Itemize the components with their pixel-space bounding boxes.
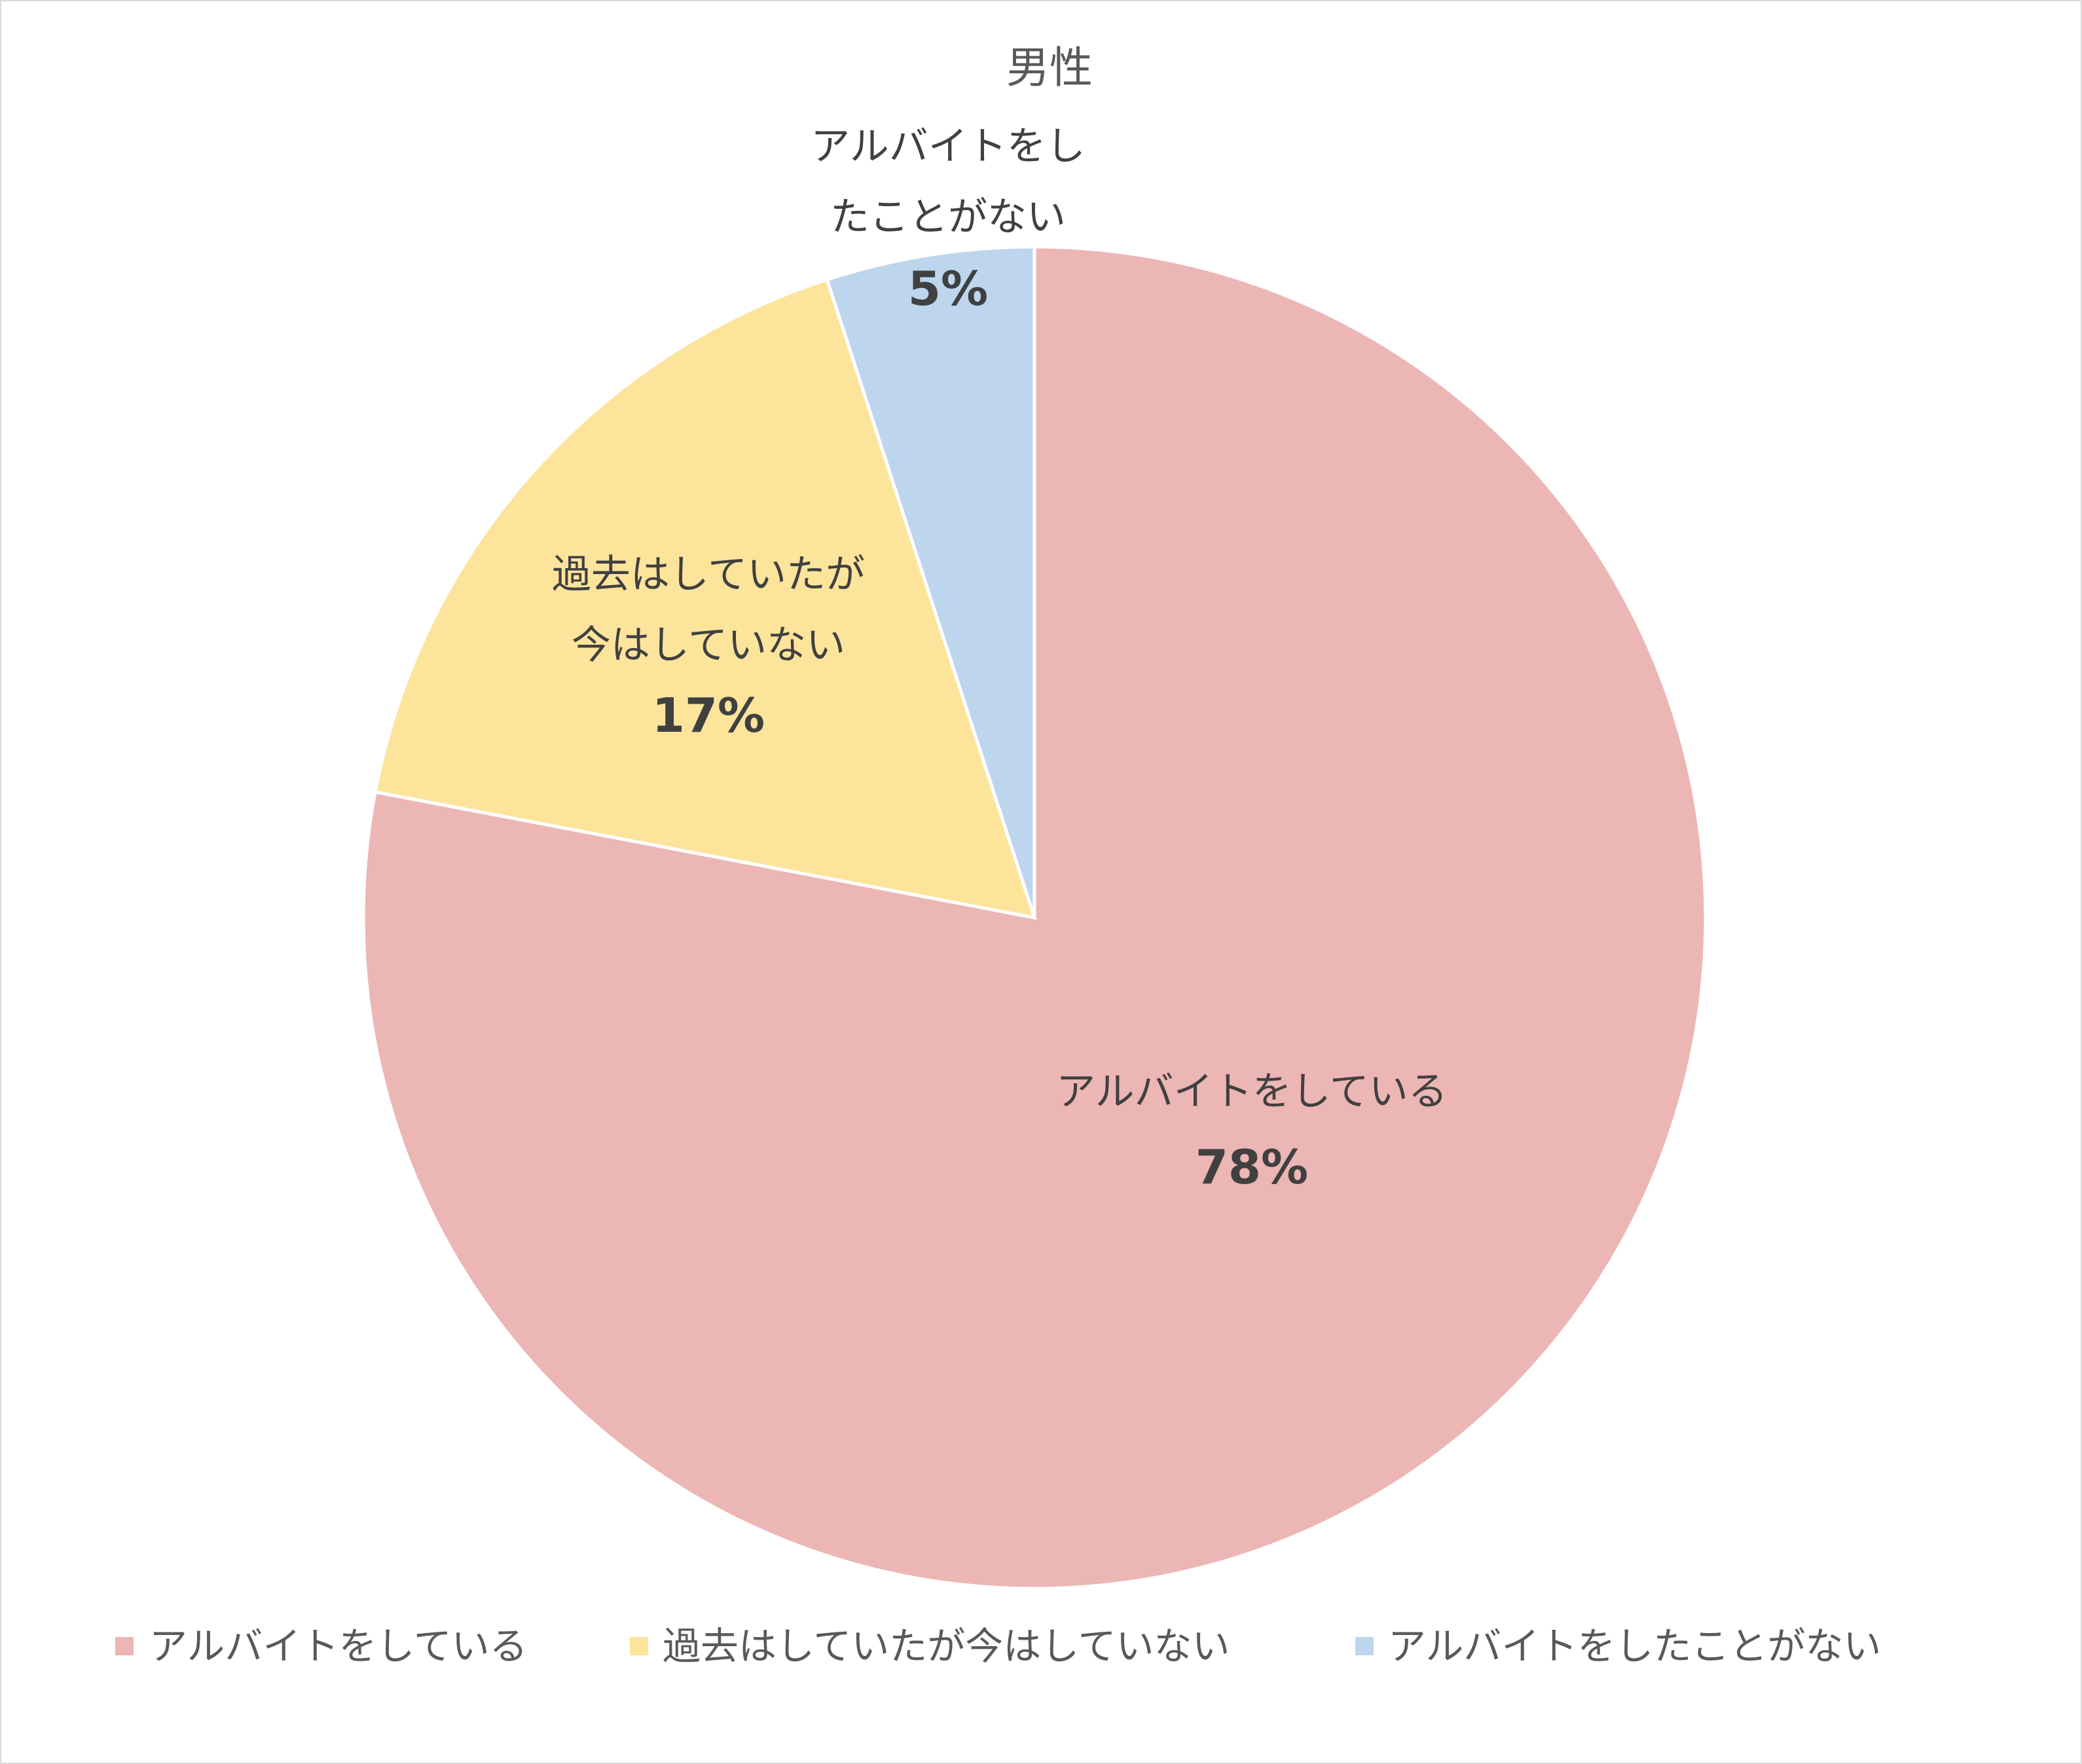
pie-slice-2 [373, 278, 1037, 920]
legend-label-1: アルバイトをしている [149, 1624, 528, 1668]
slice-label-1: アルバイトをしている [1056, 1069, 1448, 1115]
chart-title: 男性 [1006, 43, 1093, 93]
slice-label-3: たことがない [830, 194, 1066, 240]
slice-value-label-2: 17% [652, 688, 765, 743]
legend-swatch-2 [630, 1637, 648, 1655]
pie-slice-1 [361, 245, 1708, 1591]
legend-label-2: 過去はしていたが今はしていない [663, 1624, 1230, 1668]
pie-slices [361, 245, 1708, 1591]
slice-labels: アルバイトをしている 78% 過去はしていたが今はしていない 17% アルバイトをしたこ… [552, 124, 1448, 1195]
slice-label-2: 今はしていない [572, 622, 845, 668]
slice-value-label-3: 5% [908, 261, 988, 316]
legend-label-3: アルバイトをしたことがない [1388, 1624, 1881, 1668]
slice-value-label-1: 78% [1196, 1140, 1308, 1195]
slice-label-3: アルバイトをし [811, 124, 1085, 170]
legend: アルバイトをしている 過去はしていたが今はしていない アルバイトをしたことがない [115, 1624, 1881, 1668]
pie-slice-3 [825, 245, 1036, 918]
legend-swatch-3 [1355, 1637, 1374, 1655]
legend-swatch-1 [115, 1637, 134, 1655]
slice-label-2: 過去はしていたが [552, 552, 865, 598]
